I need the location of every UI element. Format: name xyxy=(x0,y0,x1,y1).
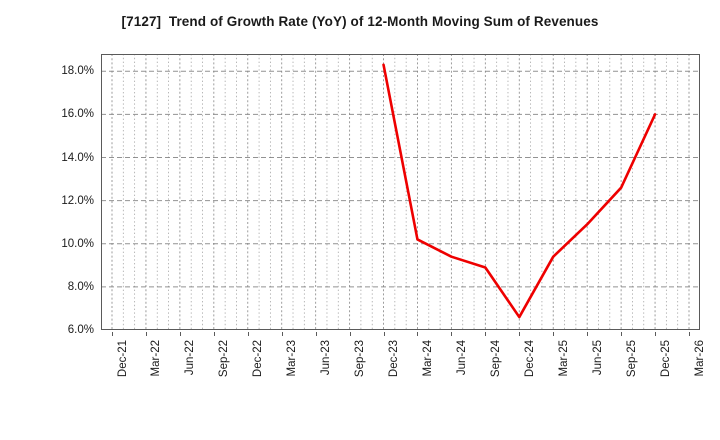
x-tick-label: Mar-25 xyxy=(557,340,570,377)
x-tick-mark xyxy=(655,332,657,336)
x-tick-label: Mar-26 xyxy=(693,340,706,377)
x-tick-mark xyxy=(349,332,351,336)
y-tick-label: 6.0% xyxy=(67,324,94,336)
x-tick-label: Sep-24 xyxy=(489,340,502,378)
x-tick-label: Mar-23 xyxy=(286,340,299,377)
x-tick-mark xyxy=(315,332,317,336)
chart-title: [7127] Trend of Growth Rate (YoY) of 12-… xyxy=(121,14,599,29)
x-tick-mark xyxy=(485,332,487,336)
x-tick-mark xyxy=(417,332,419,336)
x-tick-label: Sep-23 xyxy=(354,340,367,378)
x-tick-mark xyxy=(451,332,453,336)
x-tick-label: Dec-22 xyxy=(252,340,265,378)
x-tick-label: Dec-24 xyxy=(523,340,536,378)
x-tick-mark xyxy=(213,332,215,336)
x-tick-label: Sep-22 xyxy=(218,340,231,378)
x-tick-label: Mar-24 xyxy=(421,340,434,377)
x-tick-label: Mar-22 xyxy=(150,340,163,377)
x-tick-label: Sep-25 xyxy=(625,340,638,378)
x-tick-label: Jun-23 xyxy=(320,340,333,376)
x-tick-label: Jun-22 xyxy=(184,340,197,376)
x-tick-mark xyxy=(519,332,521,336)
x-tick-mark xyxy=(689,332,690,336)
x-tick-mark xyxy=(553,332,555,336)
x-tick-mark xyxy=(112,332,113,336)
x-tick-mark xyxy=(383,332,385,336)
data-series-line xyxy=(382,63,657,319)
y-axis-tick-labels: 6.0% 8.0% 10.0% 12.0% 14.0% 16.0% 18.0% xyxy=(22,54,94,336)
x-tick-label: Jun-24 xyxy=(455,340,468,376)
x-tick-mark xyxy=(587,332,589,336)
y-tick-label: 18.0% xyxy=(61,65,94,78)
x-tick-label: Dec-21 xyxy=(116,340,129,378)
y-tick-label: 8.0% xyxy=(67,280,94,293)
y-tick-label: 14.0% xyxy=(61,151,94,164)
x-axis-tick-labels: Dec-21 Mar-22 Jun-22 Sep-22 Dec-22 Mar-23 Jun-… xyxy=(101,332,706,436)
y-tick-label: 12.0% xyxy=(61,194,94,207)
x-tick-mark xyxy=(145,332,147,336)
x-tick-label: Jun-25 xyxy=(591,340,604,376)
y-tick-label: 16.0% xyxy=(61,108,94,121)
x-tick-label: Dec-23 xyxy=(388,340,401,378)
x-tick-mark xyxy=(179,332,181,336)
x-tick-mark xyxy=(281,332,283,336)
x-tick-label: Dec-25 xyxy=(659,340,672,378)
x-tick-mark xyxy=(621,332,623,336)
x-tick-mark xyxy=(247,332,249,336)
y-tick-label: 10.0% xyxy=(61,237,94,250)
plot-area xyxy=(101,54,700,330)
